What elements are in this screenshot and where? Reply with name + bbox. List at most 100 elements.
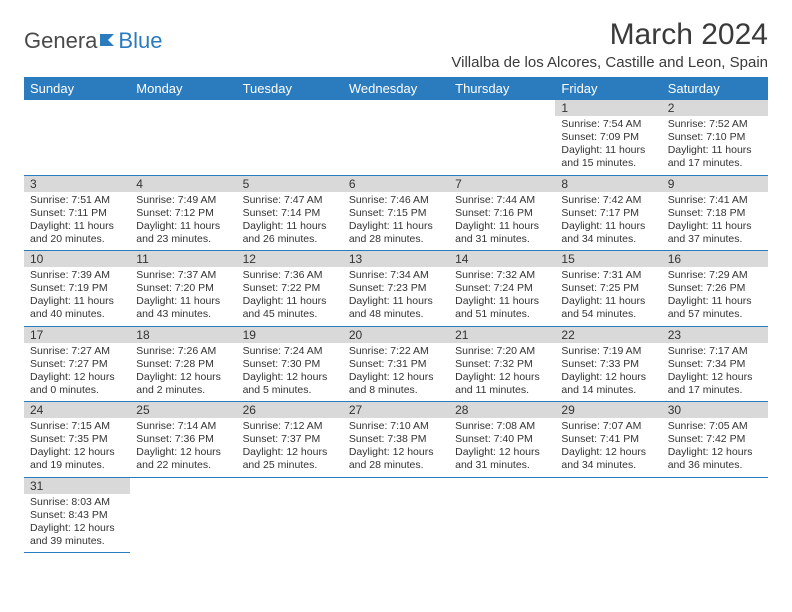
- day-body: Sunrise: 7:31 AMSunset: 7:25 PMDaylight:…: [555, 267, 661, 326]
- sunrise-line: Sunrise: 8:03 AM: [30, 496, 124, 509]
- day-body: Sunrise: 7:19 AMSunset: 7:33 PMDaylight:…: [555, 343, 661, 402]
- sunrise-line: Sunrise: 7:24 AM: [243, 345, 337, 358]
- day-number: 6: [343, 175, 449, 192]
- sunrise-line: Sunrise: 7:41 AM: [668, 194, 762, 207]
- empty-daynum: [130, 477, 236, 494]
- day-cell: Sunrise: 7:24 AMSunset: 7:30 PMDaylight:…: [237, 343, 343, 402]
- day-number: 11: [130, 251, 236, 268]
- sunrise-line: Sunrise: 7:05 AM: [668, 420, 762, 433]
- daylight-line: Daylight: 11 hours and 17 minutes.: [668, 144, 762, 170]
- day-body: Sunrise: 8:03 AMSunset: 8:43 PMDaylight:…: [24, 494, 130, 553]
- month-title: March 2024: [451, 18, 768, 52]
- daylight-line: Daylight: 11 hours and 15 minutes.: [561, 144, 655, 170]
- day-body: Sunrise: 7:54 AMSunset: 7:09 PMDaylight:…: [555, 116, 661, 175]
- daylight-line: Daylight: 11 hours and 26 minutes.: [243, 220, 337, 246]
- empty-daynum: [343, 477, 449, 494]
- day-body: Sunrise: 7:15 AMSunset: 7:35 PMDaylight:…: [24, 418, 130, 477]
- day-body: Sunrise: 7:07 AMSunset: 7:41 PMDaylight:…: [555, 418, 661, 477]
- sunrise-line: Sunrise: 7:08 AM: [455, 420, 549, 433]
- location-text: Villalba de los Alcores, Castille and Le…: [451, 54, 768, 71]
- day-cell: Sunrise: 7:47 AMSunset: 7:14 PMDaylight:…: [237, 192, 343, 251]
- day-body: Sunrise: 7:08 AMSunset: 7:40 PMDaylight:…: [449, 418, 555, 477]
- day-body: Sunrise: 7:41 AMSunset: 7:18 PMDaylight:…: [662, 192, 768, 251]
- logo-flag-icon: [99, 28, 117, 54]
- empty-cell: [130, 116, 236, 175]
- empty-daynum: [237, 100, 343, 116]
- daylight-line: Daylight: 12 hours and 28 minutes.: [349, 446, 443, 472]
- sunrise-line: Sunrise: 7:42 AM: [561, 194, 655, 207]
- daylight-line: Daylight: 12 hours and 14 minutes.: [561, 371, 655, 397]
- sunset-line: Sunset: 7:20 PM: [136, 282, 230, 295]
- empty-daynum: [555, 477, 661, 494]
- daylight-line: Daylight: 12 hours and 11 minutes.: [455, 371, 549, 397]
- day-number: 12: [237, 251, 343, 268]
- sunset-line: Sunset: 7:32 PM: [455, 358, 549, 371]
- day-body: Sunrise: 7:26 AMSunset: 7:28 PMDaylight:…: [130, 343, 236, 402]
- day-body: Sunrise: 7:14 AMSunset: 7:36 PMDaylight:…: [130, 418, 236, 477]
- sunrise-line: Sunrise: 7:17 AM: [668, 345, 762, 358]
- empty-daynum: [24, 100, 130, 116]
- day-number: 10: [24, 251, 130, 268]
- empty-cell: [449, 494, 555, 553]
- day-body: Sunrise: 7:37 AMSunset: 7:20 PMDaylight:…: [130, 267, 236, 326]
- day-body: Sunrise: 7:32 AMSunset: 7:24 PMDaylight:…: [449, 267, 555, 326]
- day-number: 18: [130, 326, 236, 343]
- sunset-line: Sunset: 7:25 PM: [561, 282, 655, 295]
- day-number: 1: [555, 100, 661, 116]
- sunrise-line: Sunrise: 7:27 AM: [30, 345, 124, 358]
- sunset-line: Sunset: 7:27 PM: [30, 358, 124, 371]
- day-cell: Sunrise: 7:54 AMSunset: 7:09 PMDaylight:…: [555, 116, 661, 175]
- day-number: 7: [449, 175, 555, 192]
- daylight-line: Daylight: 12 hours and 8 minutes.: [349, 371, 443, 397]
- sunset-line: Sunset: 7:18 PM: [668, 207, 762, 220]
- day-number: 3: [24, 175, 130, 192]
- daylight-line: Daylight: 11 hours and 23 minutes.: [136, 220, 230, 246]
- title-block: March 2024 Villalba de los Alcores, Cast…: [451, 18, 768, 71]
- sunrise-line: Sunrise: 7:31 AM: [561, 269, 655, 282]
- sunset-line: Sunset: 7:15 PM: [349, 207, 443, 220]
- daylight-line: Daylight: 11 hours and 28 minutes.: [349, 220, 443, 246]
- day-cell: Sunrise: 7:08 AMSunset: 7:40 PMDaylight:…: [449, 418, 555, 477]
- day-body: Sunrise: 7:17 AMSunset: 7:34 PMDaylight:…: [662, 343, 768, 402]
- sunrise-line: Sunrise: 7:36 AM: [243, 269, 337, 282]
- sunset-line: Sunset: 7:34 PM: [668, 358, 762, 371]
- sunrise-line: Sunrise: 7:39 AM: [30, 269, 124, 282]
- sunset-line: Sunset: 7:38 PM: [349, 433, 443, 446]
- day-number: 26: [237, 402, 343, 419]
- daylight-line: Daylight: 12 hours and 39 minutes.: [30, 522, 124, 548]
- day-cell: Sunrise: 7:46 AMSunset: 7:15 PMDaylight:…: [343, 192, 449, 251]
- day-number: 30: [662, 402, 768, 419]
- day-cell: Sunrise: 7:12 AMSunset: 7:37 PMDaylight:…: [237, 418, 343, 477]
- sunrise-line: Sunrise: 7:19 AM: [561, 345, 655, 358]
- day-body: Sunrise: 7:05 AMSunset: 7:42 PMDaylight:…: [662, 418, 768, 477]
- sunrise-line: Sunrise: 7:44 AM: [455, 194, 549, 207]
- sunset-line: Sunset: 7:14 PM: [243, 207, 337, 220]
- week-daynum-row: 31: [24, 477, 768, 494]
- day-header: Friday: [555, 77, 661, 100]
- day-number: 25: [130, 402, 236, 419]
- daylight-line: Daylight: 12 hours and 22 minutes.: [136, 446, 230, 472]
- empty-cell: [662, 494, 768, 553]
- daylight-line: Daylight: 11 hours and 54 minutes.: [561, 295, 655, 321]
- sunrise-line: Sunrise: 7:07 AM: [561, 420, 655, 433]
- day-header: Saturday: [662, 77, 768, 100]
- sunset-line: Sunset: 7:19 PM: [30, 282, 124, 295]
- day-cell: Sunrise: 7:07 AMSunset: 7:41 PMDaylight:…: [555, 418, 661, 477]
- daylight-line: Daylight: 11 hours and 31 minutes.: [455, 220, 549, 246]
- day-cell: Sunrise: 7:42 AMSunset: 7:17 PMDaylight:…: [555, 192, 661, 251]
- sunrise-line: Sunrise: 7:52 AM: [668, 118, 762, 131]
- daylight-line: Daylight: 11 hours and 48 minutes.: [349, 295, 443, 321]
- page-header: Genera Blue March 2024 Villalba de los A…: [24, 18, 768, 71]
- sunset-line: Sunset: 7:30 PM: [243, 358, 337, 371]
- day-cell: Sunrise: 7:49 AMSunset: 7:12 PMDaylight:…: [130, 192, 236, 251]
- daylight-line: Daylight: 11 hours and 40 minutes.: [30, 295, 124, 321]
- daylight-line: Daylight: 11 hours and 51 minutes.: [455, 295, 549, 321]
- empty-daynum: [662, 477, 768, 494]
- day-header: Thursday: [449, 77, 555, 100]
- sunset-line: Sunset: 7:10 PM: [668, 131, 762, 144]
- day-number: 2: [662, 100, 768, 116]
- day-cell: Sunrise: 7:34 AMSunset: 7:23 PMDaylight:…: [343, 267, 449, 326]
- week-daynum-row: 12: [24, 100, 768, 116]
- day-cell: Sunrise: 7:36 AMSunset: 7:22 PMDaylight:…: [237, 267, 343, 326]
- day-cell: Sunrise: 7:27 AMSunset: 7:27 PMDaylight:…: [24, 343, 130, 402]
